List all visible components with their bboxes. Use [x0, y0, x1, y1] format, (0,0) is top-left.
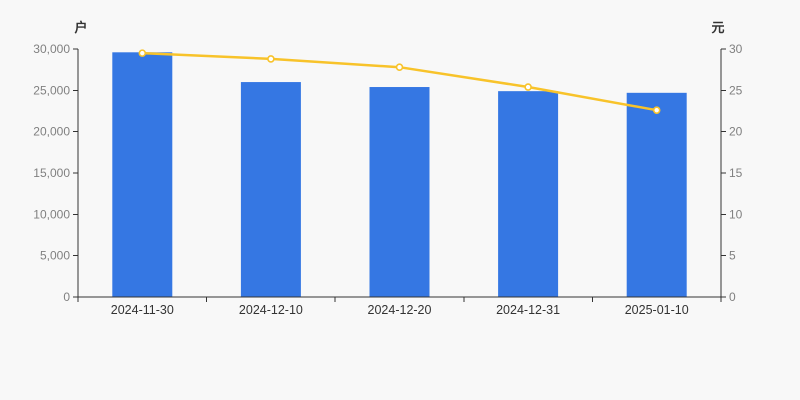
left-axis-tick-label: 5,000 — [40, 249, 70, 263]
left-axis-tick-label: 20,000 — [33, 125, 70, 139]
left-axis-tick-label: 30,000 — [33, 42, 70, 56]
right-axis-tick-label: 25 — [729, 83, 743, 97]
line-point[interactable] — [267, 55, 275, 63]
x-axis-label: 2024-12-10 — [239, 303, 303, 317]
right-axis-tick-label: 20 — [729, 125, 743, 139]
left-axis-title: 户 — [74, 20, 88, 35]
bar[interactable] — [240, 82, 301, 297]
left-axis-tick-label: 15,000 — [33, 166, 70, 180]
bar[interactable] — [112, 52, 173, 297]
line-point[interactable] — [524, 83, 532, 91]
left-axis-tick-label: 25,000 — [33, 83, 70, 97]
right-axis-title: 元 — [711, 20, 725, 35]
left-axis-tick-label: 0 — [63, 290, 70, 304]
right-axis-tick-label: 15 — [729, 166, 743, 180]
right-axis-tick-label: 30 — [729, 42, 743, 56]
right-axis-tick-label: 10 — [729, 207, 743, 221]
x-axis-label: 2024-12-20 — [368, 303, 432, 317]
line-point[interactable] — [138, 49, 147, 57]
x-axis-label: 2024-11-30 — [111, 303, 174, 317]
right-axis-tick-label: 0 — [729, 290, 736, 304]
right-axis-tick-label: 5 — [729, 249, 736, 263]
bar[interactable] — [498, 91, 559, 297]
x-axis-label: 2025-01-10 — [625, 303, 689, 317]
left-axis-tick-label: 10,000 — [33, 207, 70, 221]
line-point[interactable] — [395, 63, 404, 71]
bar[interactable] — [369, 87, 430, 297]
x-axis-label: 2024-12-31 — [496, 303, 560, 317]
bar[interactable] — [626, 92, 687, 298]
line-point[interactable] — [652, 106, 661, 114]
